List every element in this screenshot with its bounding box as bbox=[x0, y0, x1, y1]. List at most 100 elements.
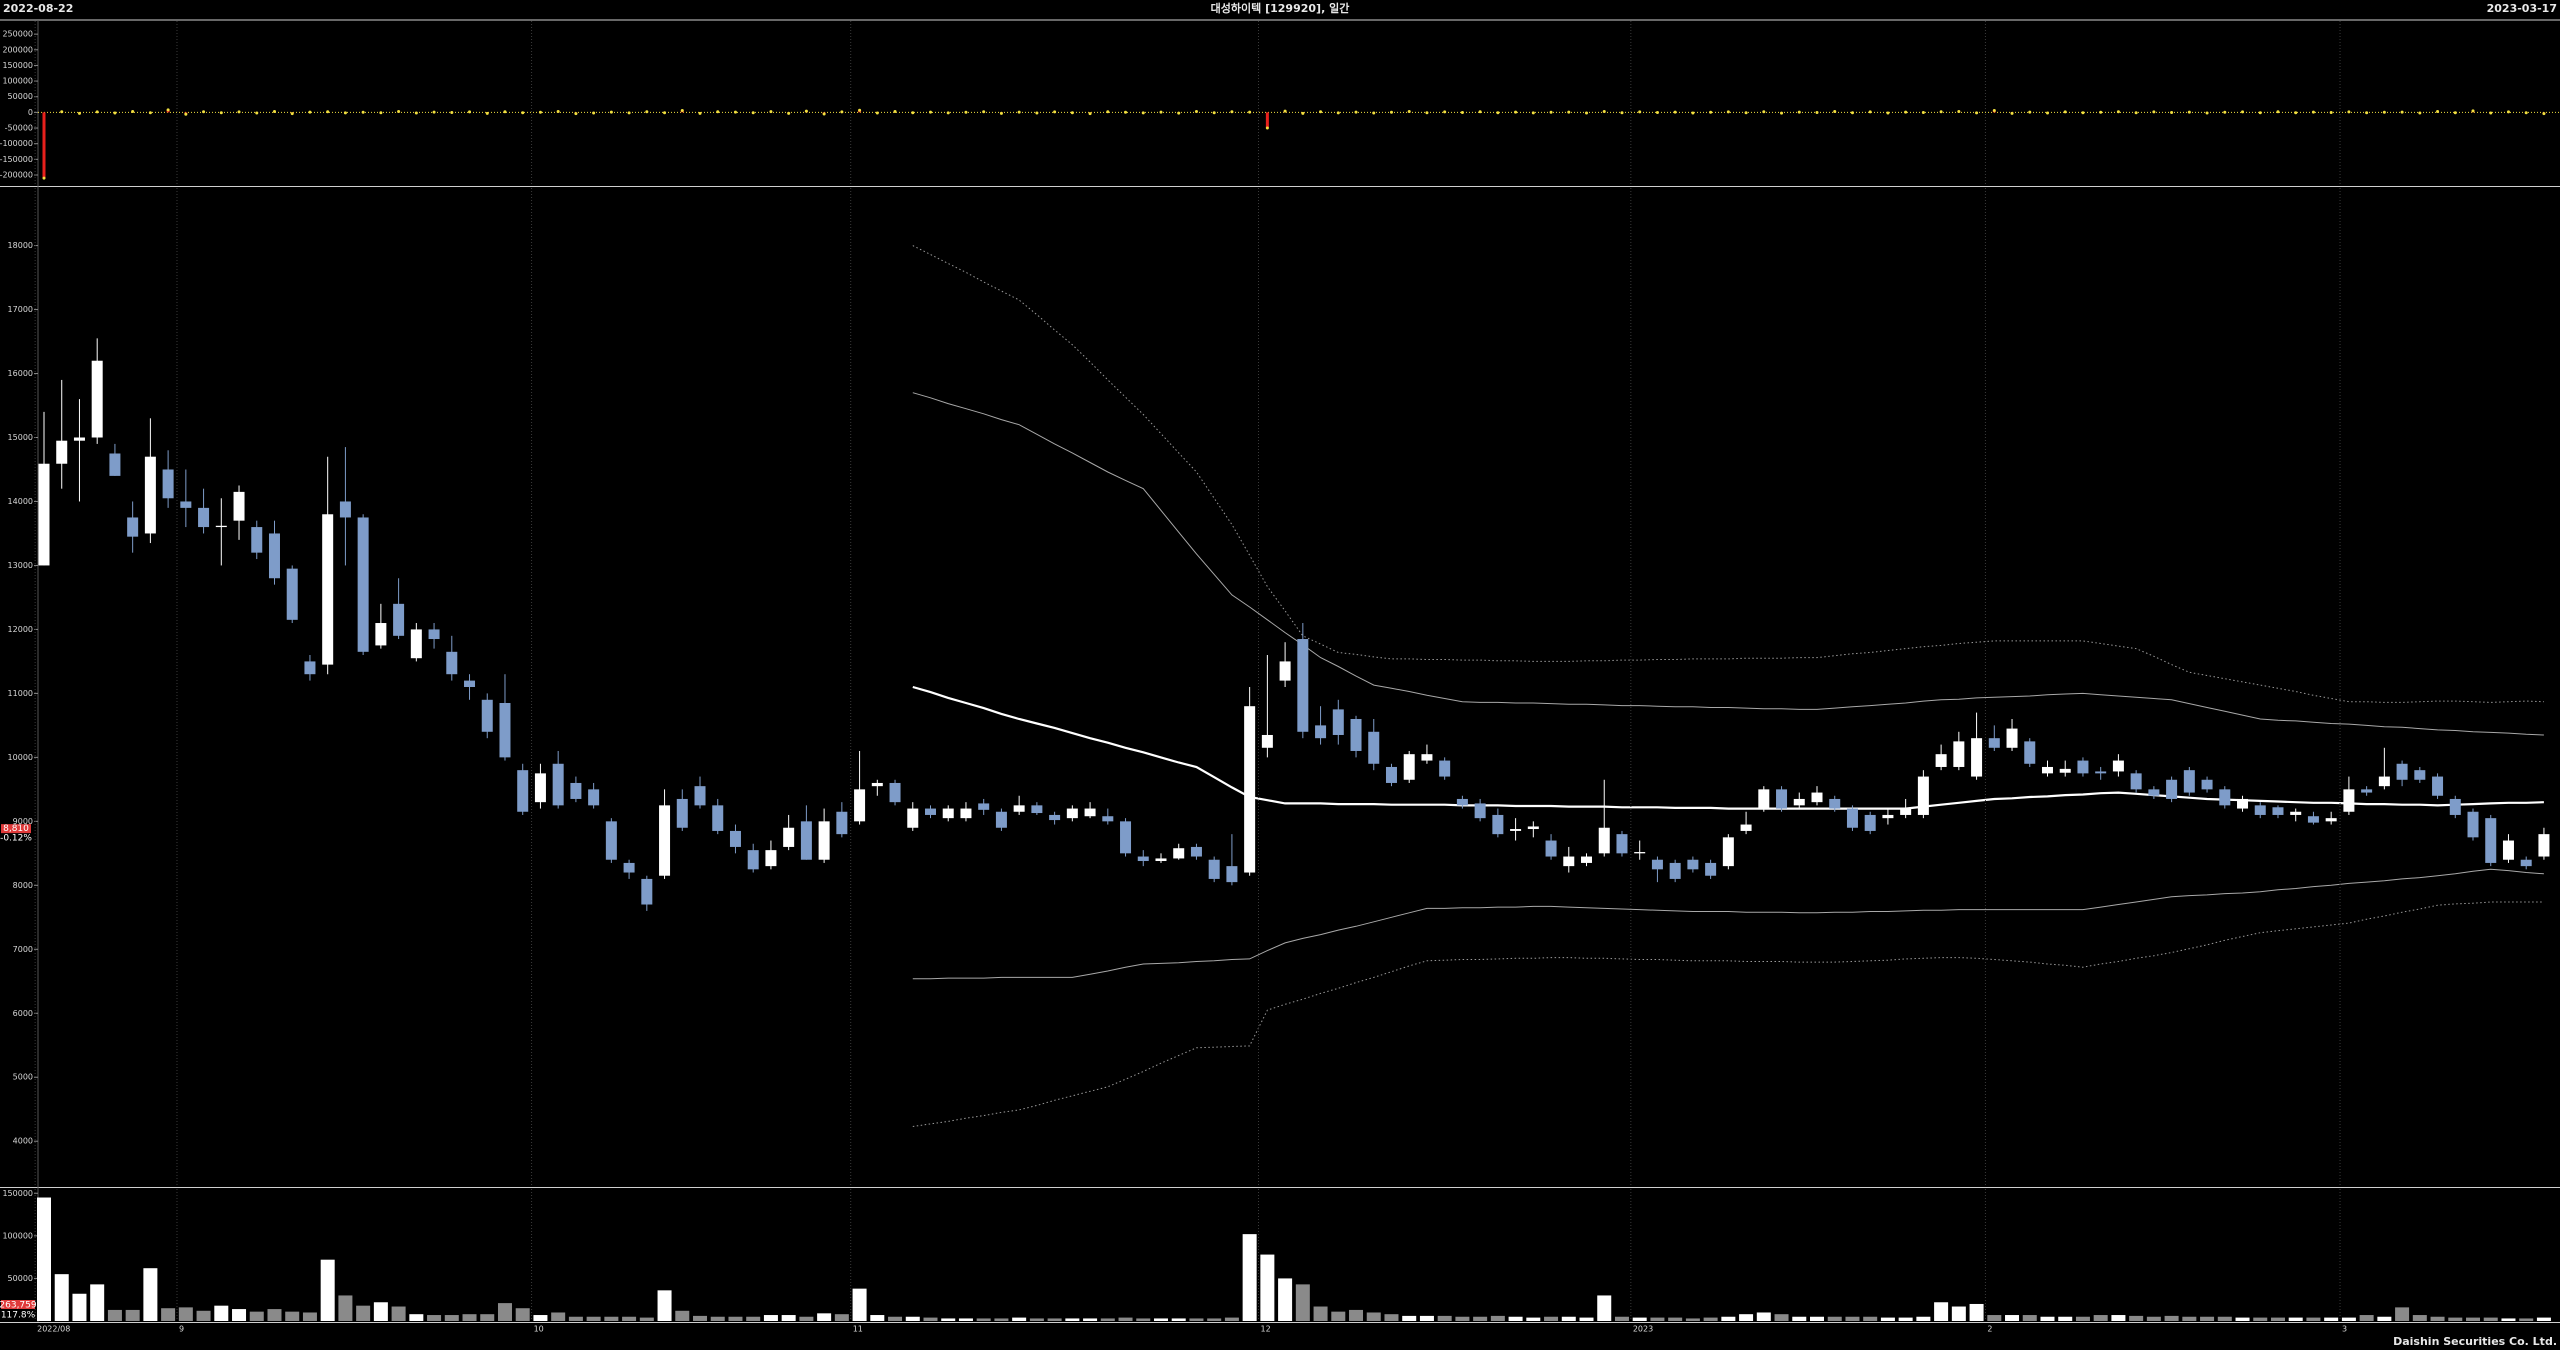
candle-body bbox=[1261, 734, 1273, 748]
marker bbox=[1975, 111, 1979, 115]
candle-body bbox=[2361, 789, 2373, 793]
bar bbox=[2058, 1316, 2073, 1321]
marker bbox=[769, 110, 773, 114]
bar bbox=[1295, 1284, 1310, 1321]
marker bbox=[414, 111, 418, 115]
marker bbox=[627, 111, 631, 115]
marker bbox=[2329, 111, 2333, 115]
candle-body bbox=[534, 773, 546, 803]
marker bbox=[1301, 111, 1305, 115]
candle-body bbox=[1598, 827, 1610, 854]
marker bbox=[521, 111, 525, 115]
bar bbox=[1721, 1316, 1736, 1321]
marker bbox=[2382, 110, 2386, 114]
bar bbox=[1265, 112, 1269, 129]
bar bbox=[1668, 1317, 1683, 1321]
marker bbox=[1850, 111, 1854, 115]
marker bbox=[1815, 111, 1819, 115]
y-tick-label: 50000 bbox=[8, 1274, 33, 1283]
candle-body bbox=[1013, 805, 1025, 812]
candle-body bbox=[836, 811, 848, 835]
bar bbox=[2040, 1316, 2055, 1321]
bar bbox=[2217, 1316, 2232, 1321]
start-date: 2022-08-22 bbox=[3, 2, 73, 15]
marker bbox=[379, 111, 383, 115]
candle-body bbox=[2467, 811, 2479, 838]
x-tick-label: 2 bbox=[1987, 1325, 1992, 1334]
candle-body bbox=[2307, 816, 2319, 823]
marker bbox=[592, 111, 596, 115]
marker bbox=[1230, 110, 1234, 114]
marker bbox=[2045, 111, 2049, 115]
y-tick-label: 100000 bbox=[2, 77, 33, 86]
y-tick-label: 100000 bbox=[2, 1231, 33, 1240]
marker bbox=[911, 111, 915, 115]
candle-body bbox=[1208, 859, 1220, 879]
bar bbox=[2022, 1315, 2037, 1321]
candle-body bbox=[1492, 814, 1504, 835]
candle-body bbox=[605, 821, 617, 860]
marker bbox=[2506, 110, 2510, 114]
bar bbox=[373, 1302, 388, 1321]
marker bbox=[1620, 111, 1624, 115]
candle-body bbox=[1988, 738, 2000, 748]
marker bbox=[1265, 126, 1269, 130]
candle-body bbox=[1864, 814, 1876, 831]
bar bbox=[2324, 1317, 2339, 1321]
marker bbox=[1496, 111, 1500, 115]
candle-body bbox=[2325, 818, 2337, 822]
marker bbox=[255, 111, 259, 115]
marker bbox=[219, 111, 223, 115]
candle-body bbox=[339, 501, 351, 518]
marker bbox=[184, 112, 188, 116]
candle-body bbox=[2343, 789, 2355, 812]
chart-title: 대성하이텍 [129920], 일간 bbox=[1211, 1, 1350, 15]
candle-body bbox=[1510, 829, 1522, 831]
bar bbox=[568, 1316, 583, 1321]
candle-body bbox=[1545, 840, 1557, 857]
y-tick-label: 5000 bbox=[13, 1073, 33, 1082]
candle-body bbox=[2095, 771, 2107, 774]
marker bbox=[1762, 110, 1766, 114]
candle-body bbox=[2485, 818, 2497, 863]
candle-body bbox=[304, 661, 316, 675]
x-tick-label: 12 bbox=[1261, 1325, 1271, 1334]
bar bbox=[2253, 1317, 2268, 1321]
bar bbox=[1561, 1316, 1576, 1321]
marker bbox=[1921, 111, 1925, 115]
bar bbox=[533, 1315, 548, 1321]
bar bbox=[1349, 1309, 1364, 1321]
bar bbox=[1969, 1303, 1984, 1321]
x-tick-label: 2022/08 bbox=[37, 1325, 70, 1334]
price-tag: 8,810 bbox=[3, 824, 29, 834]
candle-body bbox=[1120, 821, 1132, 854]
marker bbox=[1053, 110, 1057, 114]
candle-body bbox=[2059, 768, 2071, 773]
marker bbox=[290, 112, 294, 116]
marker bbox=[1904, 110, 1908, 114]
marker bbox=[2134, 111, 2138, 115]
candle-body bbox=[765, 850, 777, 867]
marker bbox=[574, 112, 578, 116]
candle-body bbox=[162, 469, 174, 499]
marker bbox=[2524, 111, 2528, 115]
candle-body bbox=[2041, 766, 2053, 774]
bar bbox=[586, 1316, 601, 1321]
x-tick-label: 10 bbox=[534, 1325, 544, 1334]
bar bbox=[1650, 1317, 1665, 1321]
bar bbox=[1951, 1306, 1966, 1321]
bar bbox=[905, 1316, 920, 1321]
bar bbox=[1739, 1314, 1754, 1321]
marker bbox=[2099, 110, 2103, 114]
bar bbox=[1384, 1314, 1399, 1321]
marker bbox=[2400, 110, 2404, 114]
candle-body bbox=[1935, 754, 1947, 767]
bar bbox=[799, 1316, 814, 1321]
x-tick-label: 3 bbox=[2342, 1325, 2347, 1334]
marker bbox=[60, 110, 64, 114]
candle-body bbox=[2538, 834, 2550, 857]
bar bbox=[693, 1315, 708, 1321]
candle-body bbox=[251, 527, 263, 553]
candle-body bbox=[1031, 805, 1043, 814]
